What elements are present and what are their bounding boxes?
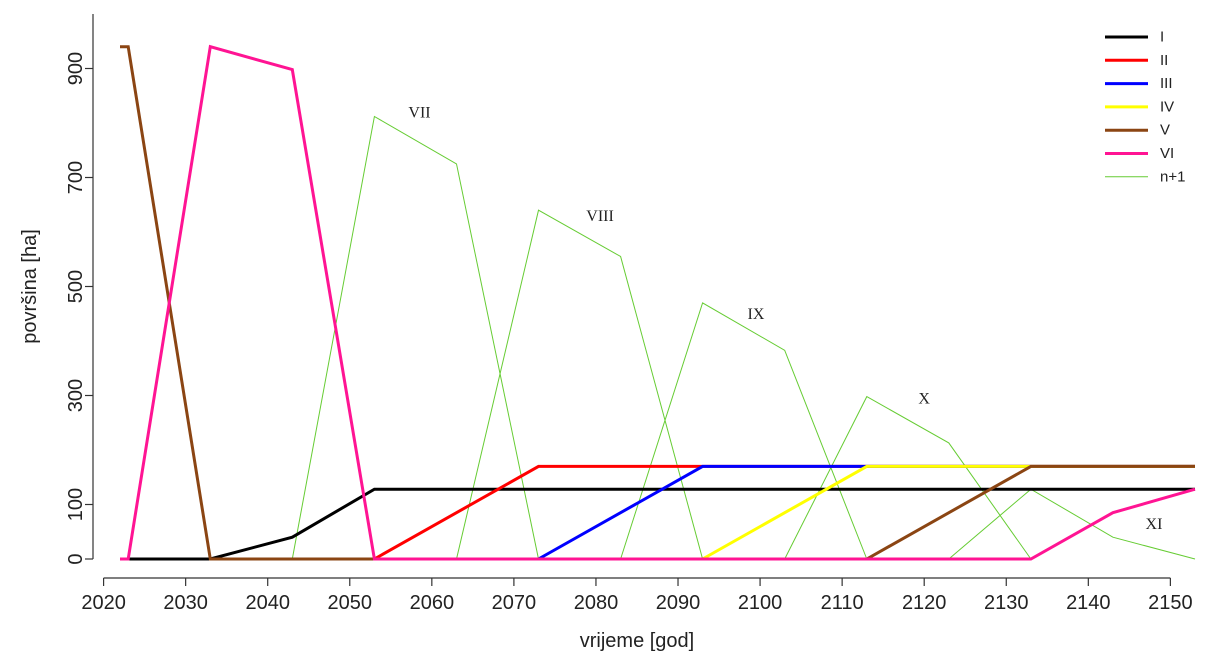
x-tick-label: 2020 [81,592,126,614]
x-tick-label: 2070 [492,592,537,614]
y-tick-label: 900 [65,52,87,85]
x-tick-label: 2120 [902,592,947,614]
x-tick-label: 2110 [821,592,864,614]
legend-label: IV [1160,98,1174,115]
series-annotation: XI [1146,516,1163,533]
y-tick-label: 100 [65,488,87,521]
x-tick-label: 2050 [328,592,373,614]
x-tick-label: 2100 [738,592,783,614]
series-line-iii [537,464,1195,561]
series-annotation: VIII [586,208,614,225]
legend-label: V [1160,122,1170,139]
series-line-nplus1 [456,209,704,560]
y-tick-label: 700 [65,161,87,194]
series-line-nplus1 [620,302,868,560]
series-line-nplus1 [291,115,539,560]
y-tick-label: 500 [65,270,87,303]
series-annotation: VII [408,105,430,122]
series-line-nplus1 [948,488,1196,560]
y-tick-label: 0 [65,553,87,564]
series-line-vi [120,44,1196,561]
legend-label: III [1160,75,1173,92]
x-tick-label: 2150 [1148,592,1193,614]
x-tick-label: 2030 [163,592,208,614]
x-tick-label: 2140 [1066,592,1111,614]
series-line-nplus1 [784,395,1032,560]
x-tick-label: 2040 [245,592,290,614]
x-axis-title: vrijeme [god] [580,630,695,652]
x-tick-label: 2080 [574,592,619,614]
legend-label: VI [1160,145,1174,162]
x-tick-label: 2090 [656,592,701,614]
y-axis-title: površina [ha] [19,229,41,344]
series-line-v [120,45,1195,561]
y-tick-label: 300 [65,379,87,412]
annotations: VII VIII IX X XI [408,105,1162,533]
series-line-i [120,487,1195,561]
series-annotation: X [918,391,930,408]
series-annotation: IX [748,306,765,323]
x-tick-label: 2060 [410,592,455,614]
axes: 2020 2030 2040 2050 2060 2070 2080 2090 2100 2110… [65,14,1193,614]
x-tick-label: 2130 [984,592,1029,614]
legend-label: I [1160,29,1164,46]
legend-label: II [1160,52,1168,69]
legend-label: n+1 [1160,168,1185,185]
series-group [120,44,1196,561]
